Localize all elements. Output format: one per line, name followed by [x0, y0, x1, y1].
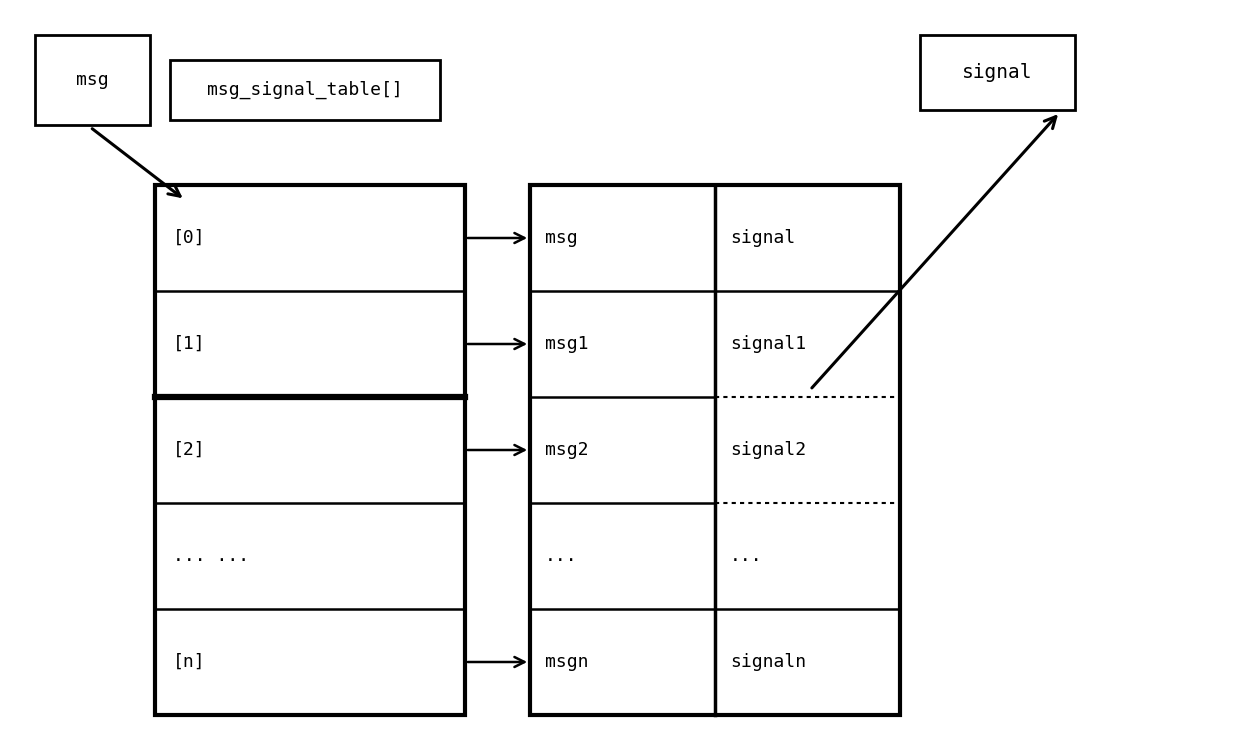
Text: ...: ... — [730, 547, 763, 565]
Text: msg_signal_table[]: msg_signal_table[] — [207, 81, 403, 99]
Text: [0]: [0] — [174, 229, 206, 247]
Text: [2]: [2] — [174, 441, 206, 459]
Text: signal1: signal1 — [730, 335, 806, 353]
Bar — [920, 35, 1075, 110]
Bar — [155, 185, 465, 715]
Bar — [529, 185, 900, 715]
Text: signal2: signal2 — [730, 441, 806, 459]
Text: msg2: msg2 — [546, 441, 589, 459]
Text: ...: ... — [546, 547, 578, 565]
Text: signal: signal — [730, 229, 795, 247]
Text: signaln: signaln — [730, 653, 806, 671]
Text: ... ...: ... ... — [174, 547, 249, 565]
Bar — [35, 35, 150, 125]
Text: msg: msg — [76, 71, 109, 89]
Text: [1]: [1] — [174, 335, 206, 353]
Text: msg: msg — [546, 229, 578, 247]
Text: signal: signal — [962, 63, 1033, 82]
Text: msgn: msgn — [546, 653, 589, 671]
Text: msg1: msg1 — [546, 335, 589, 353]
Text: [n]: [n] — [174, 653, 206, 671]
Bar — [170, 60, 440, 120]
